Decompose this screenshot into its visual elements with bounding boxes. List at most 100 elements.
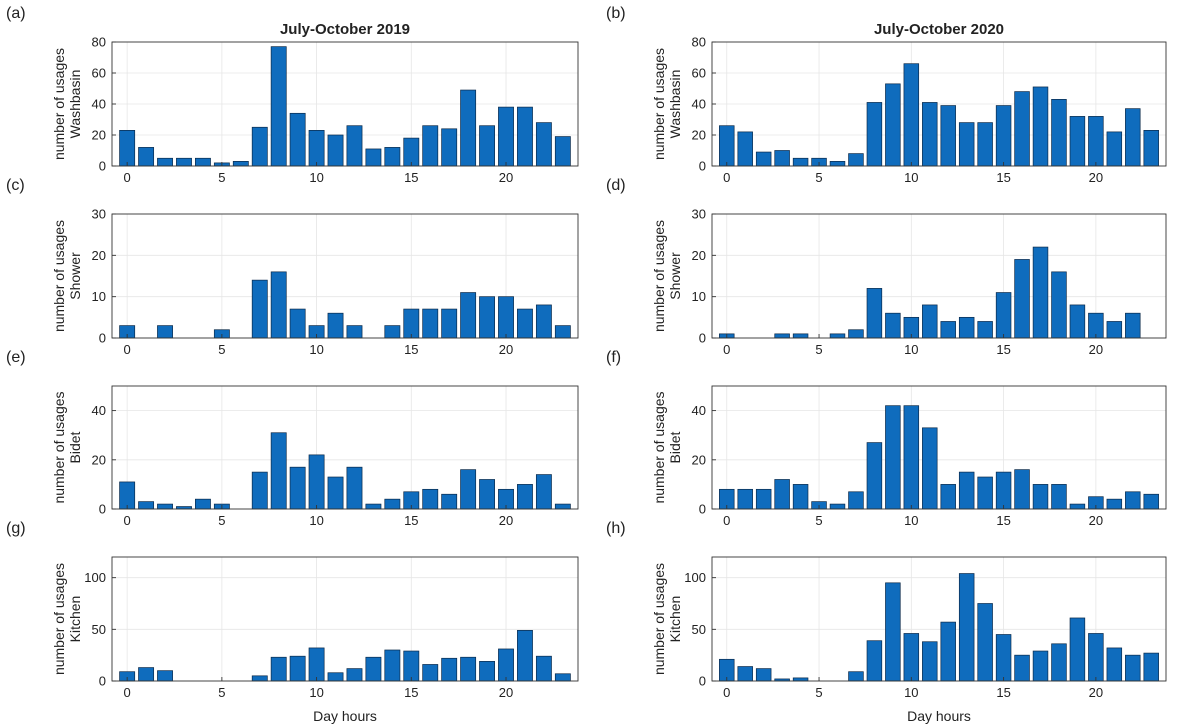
bar-hour-22 <box>1125 312 1141 339</box>
panel-label: (b) <box>606 5 626 22</box>
x-tick-label: 15 <box>996 342 1010 357</box>
bar-hour-11 <box>922 427 938 510</box>
bar-hour-12 <box>346 668 363 682</box>
bar-hour-23 <box>554 136 571 167</box>
x-tick-label: 5 <box>218 170 225 185</box>
x-tick-label: 10 <box>904 513 918 528</box>
bar-hour-16 <box>1014 259 1030 339</box>
bar-hour-17 <box>441 308 458 339</box>
bar-hour-4 <box>792 484 809 510</box>
bar-hour-12 <box>940 484 956 510</box>
bar-hour-23 <box>1143 130 1159 167</box>
y-axis-label: Kitchen <box>667 596 683 643</box>
bar-hour-14 <box>384 325 401 339</box>
x-tick-label: 15 <box>996 513 1010 528</box>
bar-hour-16 <box>1014 654 1030 682</box>
y-tick-label: 20 <box>92 452 106 467</box>
bar-hour-12 <box>346 125 363 167</box>
bar-hour-18 <box>1051 484 1067 510</box>
panel-d: 0 5 10 15 20 0 10 20 30 number of usages Shower (d) <box>606 177 1167 357</box>
bar-hour-7 <box>251 471 268 510</box>
x-tick-label: 15 <box>404 342 418 357</box>
x-tick-label: 15 <box>404 513 418 528</box>
panel-label: (d) <box>606 177 626 194</box>
bar-hour-8 <box>866 442 883 510</box>
x-tick-label: 5 <box>815 170 822 185</box>
bar-hour-12 <box>940 621 956 682</box>
bar-hour-19 <box>479 661 496 682</box>
panel-label: (h) <box>606 520 626 537</box>
bar-hour-2 <box>755 668 772 682</box>
x-tick-label: 10 <box>904 685 918 700</box>
bar-hour-4 <box>194 498 211 510</box>
x-tick-label: 10 <box>309 685 323 700</box>
y-tick-label: 20 <box>92 248 106 263</box>
bar-hour-15 <box>403 308 420 339</box>
axes-frame <box>711 213 1167 339</box>
y-tick-label: 0 <box>699 331 706 346</box>
bar-hour-18 <box>1051 643 1067 682</box>
panel-label: (g) <box>6 520 26 537</box>
bar-hour-11 <box>922 304 938 339</box>
bar-hour-17 <box>441 657 458 682</box>
bar-hour-7 <box>848 671 864 682</box>
bar-hour-21 <box>517 484 533 510</box>
x-tick-label: 20 <box>1089 513 1103 528</box>
bar-hour-10 <box>308 130 325 167</box>
x-axis-label: Day hours <box>313 708 377 724</box>
bar-hour-22 <box>1125 654 1141 682</box>
bar-hour-8 <box>270 656 287 682</box>
y-axis-label: Shower <box>67 252 83 300</box>
x-tick-label: 5 <box>218 685 225 700</box>
panel-label: (f) <box>606 349 621 366</box>
bar-hour-9 <box>885 83 901 167</box>
y-tick-label: 50 <box>92 622 106 637</box>
bar-hour-11 <box>922 102 938 167</box>
bar-hour-14 <box>977 603 993 682</box>
bar-hour-11 <box>922 641 938 682</box>
bar-hour-8 <box>866 102 883 167</box>
axes-frame <box>711 556 1167 682</box>
bar-hour-2 <box>755 488 772 510</box>
bar-hour-4 <box>792 333 809 339</box>
x-tick-label: 15 <box>996 685 1010 700</box>
bar-hour-10 <box>903 63 920 167</box>
bar-hour-14 <box>977 122 993 167</box>
bar-hour-16 <box>422 488 439 510</box>
bar-hour-15 <box>995 471 1012 510</box>
bar-hour-19 <box>479 125 496 167</box>
y-axis-label: number of usages <box>651 391 667 503</box>
y-tick-label: 50 <box>692 622 706 637</box>
bar-hour-12 <box>940 105 956 167</box>
bar-hour-0 <box>719 125 735 167</box>
bar-hour-7 <box>848 153 864 167</box>
bar-hour-13 <box>958 122 975 167</box>
x-tick-label: 10 <box>309 170 323 185</box>
panel-h: 0 5 10 15 20 0 50 100 number of usages Kitchen (h)… <box>606 520 1167 724</box>
bar-hour-9 <box>885 405 901 510</box>
x-tick-label: 20 <box>1089 342 1103 357</box>
bar-hour-20 <box>498 648 514 682</box>
bar-hour-13 <box>365 148 382 167</box>
bar-hour-14 <box>977 476 993 510</box>
chart-title: July-October 2019 <box>280 21 410 38</box>
bar-hour-8 <box>270 432 287 510</box>
x-tick-label: 15 <box>404 685 418 700</box>
bar-hour-11 <box>327 476 344 510</box>
bar-hour-21 <box>1106 498 1123 510</box>
bar-hour-23 <box>554 503 571 510</box>
bar-hour-3 <box>176 157 192 167</box>
x-tick-label: 0 <box>124 685 131 700</box>
panel-label: (c) <box>6 177 25 194</box>
bar-hour-11 <box>327 134 344 167</box>
bar-hour-1 <box>138 147 155 167</box>
x-tick-label: 10 <box>309 513 323 528</box>
panel-b: 0 5 10 15 20 0 20 40 60 80 number of usages Washbas… <box>606 5 1167 185</box>
bar-hour-17 <box>1032 246 1049 339</box>
bar-hour-9 <box>885 582 901 682</box>
bar-hour-7 <box>251 675 268 682</box>
y-tick-label: 10 <box>92 289 106 304</box>
bar-hour-20 <box>1088 633 1104 682</box>
bar-hour-1 <box>138 501 155 510</box>
bar-hour-22 <box>1125 108 1141 167</box>
